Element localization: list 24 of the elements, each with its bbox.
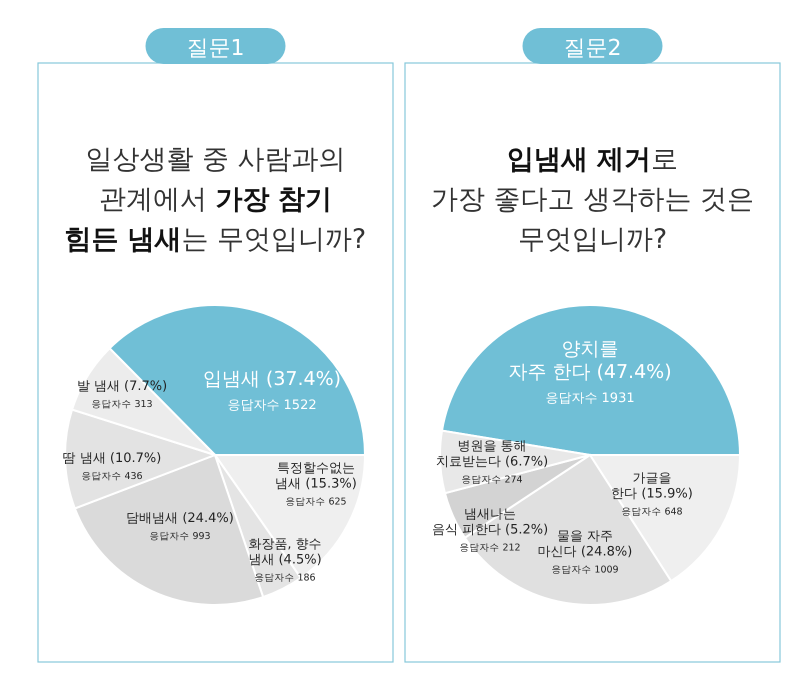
- text: 응답자수 625: [285, 496, 347, 508]
- slice-label: 화장품, 향수 냄새 (4.5%): [248, 537, 322, 568]
- slice-label: 가글을 한다 (15.9%): [611, 471, 693, 502]
- slice-label: 특정할수없는 냄새 (15.3%): [275, 461, 357, 492]
- slice-label: 땀 냄새 (10.7%): [62, 451, 162, 466]
- text: 일상생활 중 사람과의 관계에서 가장 참기 힘든 냄새는 무엇입니까?: [64, 144, 366, 255]
- text: 입냄새 제거로 가장 좋다고 생각하는 것은 무엇입니까?: [431, 144, 754, 255]
- text: 응답자수 436: [81, 470, 143, 482]
- slice-label: 담배냄새 (24.4%): [126, 511, 234, 526]
- slice-label: 냄새나는 음식 피한다 (5.2%): [432, 507, 548, 538]
- slice-label: 입냄새 (37.4%): [202, 368, 342, 390]
- text: 응답자수 1522: [227, 398, 317, 414]
- chart-title: 질문1: [186, 36, 244, 61]
- text: 응답자수 648: [621, 506, 683, 518]
- text: 응답자수 186: [254, 572, 316, 584]
- text: 응답자수 1931: [545, 391, 635, 406]
- slice-label: 양치를 자주 한다 (47.4%): [508, 338, 672, 383]
- text: 응답자수 313: [91, 398, 153, 410]
- text: 응답자수 212: [459, 542, 521, 554]
- text: 응답자수 1009: [551, 564, 619, 576]
- slice-label: 병원을 통해 치료받는다 (6.7%): [436, 439, 548, 470]
- chart-title: 질문2: [564, 36, 622, 61]
- text: 응답자수 993: [149, 530, 211, 542]
- text: 응답자수 274: [461, 474, 523, 486]
